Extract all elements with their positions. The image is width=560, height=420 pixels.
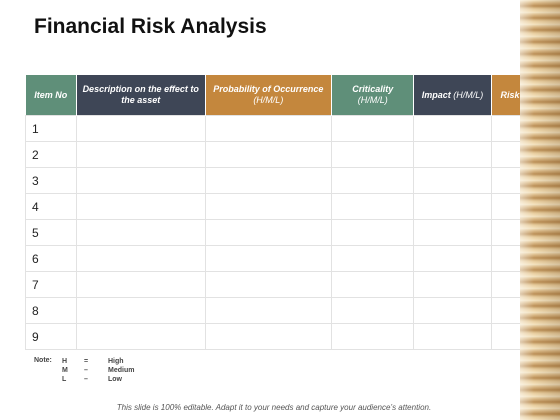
cell-description[interactable]: [75, 115, 206, 142]
cell-criticality[interactable]: [331, 141, 415, 168]
cell-criticality[interactable]: [331, 297, 415, 324]
cell-probability[interactable]: [204, 323, 333, 350]
table-row: 7: [25, 271, 560, 298]
header-sublabel: (H/M/L): [357, 95, 388, 105]
legend-row: H = High: [62, 357, 134, 366]
cell-impact[interactable]: [413, 167, 492, 194]
cell-item-no[interactable]: 8: [25, 297, 77, 324]
cell-impact[interactable]: [413, 323, 492, 350]
risk-table: Item No Description on the effect to the…: [25, 75, 560, 350]
cell-item-no[interactable]: 2: [25, 141, 77, 168]
cell-description[interactable]: [75, 271, 206, 298]
cell-item-no[interactable]: 9: [25, 323, 77, 350]
cell-probability[interactable]: [204, 271, 333, 298]
legend-separator: –: [84, 376, 88, 383]
legend-value: Low: [108, 376, 122, 383]
cell-impact[interactable]: [413, 141, 492, 168]
cell-impact[interactable]: [413, 271, 492, 298]
legend-key: L: [62, 376, 67, 383]
cell-probability[interactable]: [204, 141, 333, 168]
coin-stack-image: [520, 0, 560, 420]
note-legend: H = High M – Medium L – Low: [62, 357, 134, 384]
cell-probability[interactable]: [204, 297, 333, 324]
cell-impact[interactable]: [413, 245, 492, 272]
header-label: Impact: [421, 89, 451, 100]
header-probability: Probability of Occurrence (H/M/L): [205, 75, 333, 116]
header-label: Description on the effect to the asset: [82, 84, 199, 105]
table-header-row: Item No Description on the effect to the…: [25, 75, 560, 116]
legend-value: Medium: [108, 367, 135, 374]
cell-criticality[interactable]: [331, 271, 415, 298]
footer-note: This slide is 100% editable. Adapt it to…: [116, 403, 432, 412]
table-row: 4: [25, 193, 560, 220]
cell-description[interactable]: [75, 193, 206, 220]
cell-description[interactable]: [75, 219, 206, 246]
header-label: Item No: [34, 89, 68, 100]
cell-item-no[interactable]: 3: [25, 167, 77, 194]
header-sublabel: (H/M/L): [253, 95, 284, 105]
header-description: Description on the effect to the asset: [76, 75, 206, 116]
cell-criticality[interactable]: [331, 219, 415, 246]
cell-probability[interactable]: [204, 245, 333, 272]
table-row: 6: [25, 245, 560, 272]
table-row: 5: [25, 219, 560, 246]
cell-item-no[interactable]: 6: [25, 245, 77, 272]
legend-key: H: [62, 358, 68, 365]
cell-probability[interactable]: [204, 219, 333, 246]
header-label: Probability of Occurrence: [213, 84, 324, 94]
cell-description[interactable]: [75, 141, 206, 168]
table-row: 2: [25, 141, 560, 168]
cell-criticality[interactable]: [331, 193, 415, 220]
cell-description[interactable]: [75, 245, 206, 272]
legend-key: M: [62, 367, 68, 374]
cell-item-no[interactable]: 5: [25, 219, 77, 246]
cell-probability[interactable]: [204, 193, 333, 220]
header-criticality: Criticality (H/M/L): [331, 75, 415, 116]
header-item-no: Item No: [25, 75, 77, 116]
cell-item-no[interactable]: 1: [25, 115, 77, 142]
legend-value: High: [108, 358, 124, 365]
cell-impact[interactable]: [413, 297, 492, 324]
legend-separator: =: [84, 358, 89, 365]
page-title: Financial Risk Analysis: [34, 15, 267, 38]
cell-impact[interactable]: [413, 115, 492, 142]
cell-impact[interactable]: [413, 193, 492, 220]
cell-criticality[interactable]: [331, 115, 415, 142]
legend-separator: –: [84, 367, 88, 374]
table-row: 9: [25, 323, 560, 350]
table-row: 3: [25, 167, 560, 194]
cell-criticality[interactable]: [331, 323, 415, 350]
header-impact: Impact (H/M/L): [413, 75, 492, 116]
legend-row: M – Medium: [62, 366, 134, 375]
table-row: 8: [25, 297, 560, 324]
note-label: Note:: [34, 357, 52, 364]
header-label: Criticality: [352, 84, 394, 94]
cell-criticality[interactable]: [331, 245, 415, 272]
cell-item-no[interactable]: 7: [25, 271, 77, 298]
cell-description[interactable]: [75, 167, 206, 194]
cell-impact[interactable]: [413, 219, 492, 246]
cell-criticality[interactable]: [331, 167, 415, 194]
cell-description[interactable]: [75, 297, 206, 324]
header-sublabel: (H/M/L): [453, 89, 484, 100]
cell-item-no[interactable]: 4: [25, 193, 77, 220]
table-row: 1: [25, 115, 560, 142]
legend-row: L – Low: [62, 375, 134, 384]
cell-probability[interactable]: [204, 167, 333, 194]
cell-probability[interactable]: [204, 115, 333, 142]
cell-description[interactable]: [75, 323, 206, 350]
